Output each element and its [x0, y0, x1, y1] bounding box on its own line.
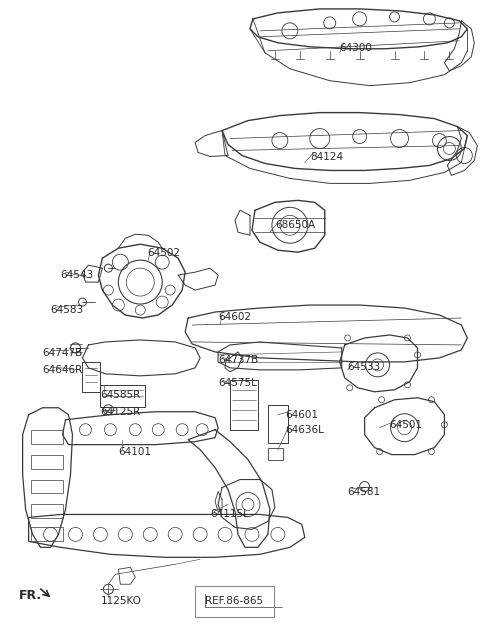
Text: 64501: 64501	[390, 420, 422, 429]
Text: 64101: 64101	[119, 447, 151, 456]
Text: 64502: 64502	[147, 248, 180, 258]
Bar	[31, 527, 62, 541]
Text: 64601: 64601	[285, 410, 318, 420]
Text: REF.86-865: REF.86-865	[205, 596, 263, 606]
Bar	[83, 362, 100, 392]
Bar	[31, 480, 62, 494]
Text: 64533: 64533	[348, 362, 381, 372]
Text: 68650A: 68650A	[275, 220, 315, 230]
Bar	[31, 505, 62, 519]
Bar	[268, 447, 283, 460]
Text: 1125KO: 1125KO	[100, 596, 141, 606]
Bar	[100, 385, 145, 407]
Bar	[31, 429, 62, 444]
Text: 64737B: 64737B	[218, 355, 258, 365]
Text: 64543: 64543	[60, 270, 94, 280]
Text: 84124: 84124	[310, 153, 343, 162]
Bar	[230, 380, 258, 429]
Text: 64636L: 64636L	[285, 425, 324, 435]
Text: 64115L: 64115L	[210, 510, 249, 519]
Text: 64581: 64581	[348, 487, 381, 496]
Bar	[268, 404, 288, 442]
Text: 64583: 64583	[50, 305, 84, 315]
Text: 64300: 64300	[340, 43, 372, 53]
Text: 64585R: 64585R	[100, 390, 141, 400]
Text: 64646R: 64646R	[43, 365, 83, 375]
Text: 64602: 64602	[218, 312, 251, 322]
Text: FR.: FR.	[19, 589, 42, 602]
Text: 64575L: 64575L	[218, 378, 257, 388]
Text: 64125R: 64125R	[100, 407, 141, 417]
Bar	[31, 455, 62, 469]
Text: 64747B: 64747B	[43, 348, 83, 358]
